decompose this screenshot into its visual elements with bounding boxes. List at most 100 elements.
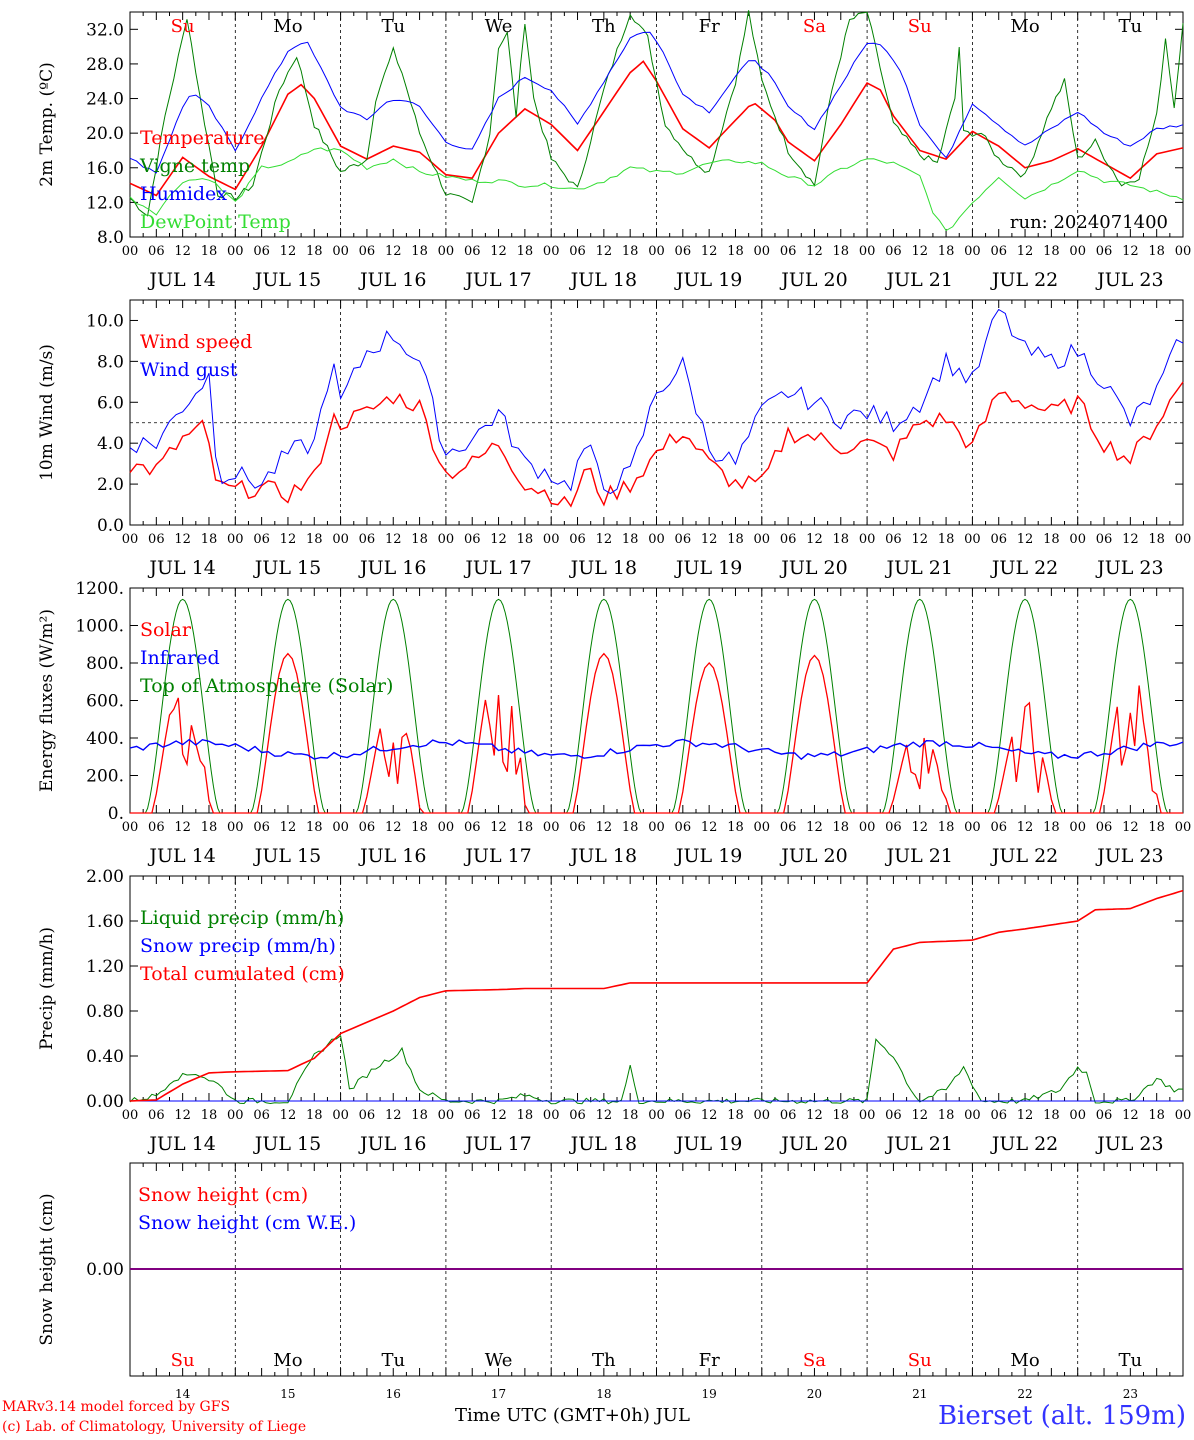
hour-tick-label: 06 <box>780 244 797 259</box>
hour-tick-label: 00 <box>1175 532 1192 547</box>
y-tick-label: 1.20 <box>86 957 124 977</box>
date-label: JUL 20 <box>779 557 847 579</box>
hour-tick-label: 18 <box>306 244 323 259</box>
hour-tick-label: 18 <box>622 1108 639 1123</box>
y-axis-label: Snow height (cm) <box>37 1193 57 1345</box>
hour-tick-label: 18 <box>1148 532 1165 547</box>
hour-tick-label: 18 <box>833 532 850 547</box>
date-label: JUL 16 <box>358 557 426 579</box>
hour-tick-label: 12 <box>385 244 402 259</box>
hour-tick-label: 00 <box>332 820 349 835</box>
hour-tick-label: 18 <box>1148 1108 1165 1123</box>
hour-tick-label: 06 <box>675 820 692 835</box>
hour-tick-label: 18 <box>306 1108 323 1123</box>
date-label: JUL 20 <box>779 269 847 291</box>
hour-tick-label: 00 <box>1069 244 1086 259</box>
hour-tick-label: 18 <box>411 1108 428 1123</box>
hour-tick-label: 12 <box>280 1108 297 1123</box>
weekday-label: Sa <box>803 1350 826 1371</box>
weekday-label: Sa <box>803 16 826 37</box>
hour-tick-label: 06 <box>1096 532 1113 547</box>
hour-tick-label: 06 <box>148 244 165 259</box>
hour-tick-label: 18 <box>1043 1108 1060 1123</box>
day-number-label: 23 <box>1123 1387 1138 1401</box>
hour-tick-label: 12 <box>1122 532 1139 547</box>
weekday-label: Su <box>171 1350 195 1371</box>
hour-tick-label: 06 <box>1096 244 1113 259</box>
date-label: JUL 23 <box>1095 845 1163 867</box>
legend-entry: Temperature <box>140 127 264 149</box>
legend-entry: DewPoint Temp <box>140 211 291 233</box>
panel-frame <box>129 587 1184 814</box>
hour-tick-label: 00 <box>648 244 665 259</box>
legend-entry: Wind speed <box>140 331 252 353</box>
hour-tick-label: 12 <box>596 820 613 835</box>
legend-entry: Solar <box>140 619 192 641</box>
hour-tick-label: 06 <box>253 1108 270 1123</box>
date-label: JUL 16 <box>358 269 426 291</box>
day-number-label: 18 <box>596 1387 611 1401</box>
date-label: JUL 23 <box>1095 557 1163 579</box>
hour-tick-label: 00 <box>438 1108 455 1123</box>
hour-tick-label: 06 <box>464 1108 481 1123</box>
date-label: JUL 20 <box>779 845 847 867</box>
hour-tick-label: 12 <box>1017 532 1034 547</box>
y-tick-label: 16.0 <box>86 159 124 179</box>
hour-tick-label: 06 <box>990 532 1007 547</box>
hour-tick-label: 18 <box>833 244 850 259</box>
weekday-label: Fr <box>699 16 720 37</box>
hour-tick-label: 18 <box>727 532 744 547</box>
hour-tick-label: 18 <box>517 820 534 835</box>
date-label: JUL 19 <box>674 1133 742 1155</box>
hour-tick-label: 18 <box>1148 820 1165 835</box>
hour-tick-label: 18 <box>201 532 218 547</box>
hour-tick-label: 00 <box>543 244 560 259</box>
hour-tick-label: 12 <box>596 244 613 259</box>
date-label: JUL 14 <box>147 269 215 291</box>
y-tick-label: 2.0 <box>97 475 124 495</box>
hour-tick-label: 06 <box>464 532 481 547</box>
y-tick-label: 20.0 <box>86 124 124 144</box>
hour-tick-label: 12 <box>385 820 402 835</box>
date-label: JUL 21 <box>885 845 953 867</box>
precip-series-line <box>129 889 1184 1102</box>
hour-tick-label: 00 <box>1175 1108 1192 1123</box>
date-label: JUL 15 <box>253 557 321 579</box>
hour-tick-label: 06 <box>990 1108 1007 1123</box>
hour-tick-label: 00 <box>648 532 665 547</box>
weekday-label: Fr <box>699 1350 720 1371</box>
hour-tick-label: 00 <box>122 820 139 835</box>
hour-tick-label: 06 <box>359 244 376 259</box>
legend-entry: Total cumulated (cm) <box>140 963 345 985</box>
y-tick-label: 8.0 <box>97 352 124 372</box>
hour-tick-label: 00 <box>438 820 455 835</box>
y-axis-label: 2m Temp. (ºC) <box>37 62 57 187</box>
hour-tick-label: 00 <box>122 532 139 547</box>
hour-tick-label: 00 <box>227 820 244 835</box>
y-tick-label: 800. <box>86 654 124 674</box>
hour-tick-label: 12 <box>385 532 402 547</box>
hour-tick-label: 00 <box>332 1108 349 1123</box>
y-tick-label: 0.40 <box>86 1047 124 1067</box>
hour-tick-label: 12 <box>174 244 191 259</box>
hour-tick-label: 18 <box>938 244 955 259</box>
hour-tick-label: 12 <box>490 532 507 547</box>
hour-tick-label: 18 <box>622 532 639 547</box>
hour-tick-label: 06 <box>885 244 902 259</box>
hour-tick-label: 12 <box>490 1108 507 1123</box>
date-label: JUL 17 <box>463 1133 531 1155</box>
hour-tick-label: 12 <box>806 244 823 259</box>
hour-tick-label: 18 <box>411 532 428 547</box>
hour-tick-label: 12 <box>280 532 297 547</box>
hour-tick-label: 12 <box>174 1108 191 1123</box>
hour-tick-label: 00 <box>1069 1108 1086 1123</box>
weekday-label: Tu <box>1119 16 1143 37</box>
hour-tick-label: 12 <box>1017 1108 1034 1123</box>
hour-tick-label: 12 <box>385 1108 402 1123</box>
hour-tick-label: 06 <box>569 820 586 835</box>
weekday-label: Su <box>171 16 195 37</box>
y-axis-label: 10m Wind (m/s) <box>37 344 57 481</box>
hour-tick-label: 00 <box>964 532 981 547</box>
hour-tick-label: 18 <box>411 820 428 835</box>
